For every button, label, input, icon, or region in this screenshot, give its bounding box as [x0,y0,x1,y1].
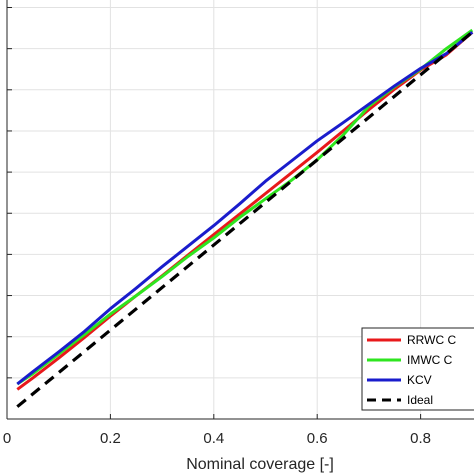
x-axis-label: Nominal coverage [-] [186,456,334,473]
legend-label-1: IMWC C [407,353,453,367]
series-layer [16,28,474,408]
x-tick-label-1: 0.2 [100,430,121,447]
series-line-rrwc-c [16,31,474,391]
x-tick-label-4: 0.8 [410,430,431,447]
series-line-kcv [16,31,474,386]
legend-box [361,327,474,411]
x-tick-label-2: 0.4 [203,430,224,447]
legend-label-0: RRWC C [407,333,456,347]
series-line-ideal [16,30,474,408]
legend-label-3: Ideal [407,393,433,407]
grid [7,0,474,419]
x-tick-labels: 0 0.2 0.4 0.6 0.8 [3,430,431,447]
axes [6,0,474,420]
legend-label-2: KCV [407,373,432,387]
x-tick-label-3: 0.6 [307,430,328,447]
x-tick-label-0: 0 [3,430,11,447]
legend: RRWC C IMWC C KCV Ideal [361,327,474,411]
